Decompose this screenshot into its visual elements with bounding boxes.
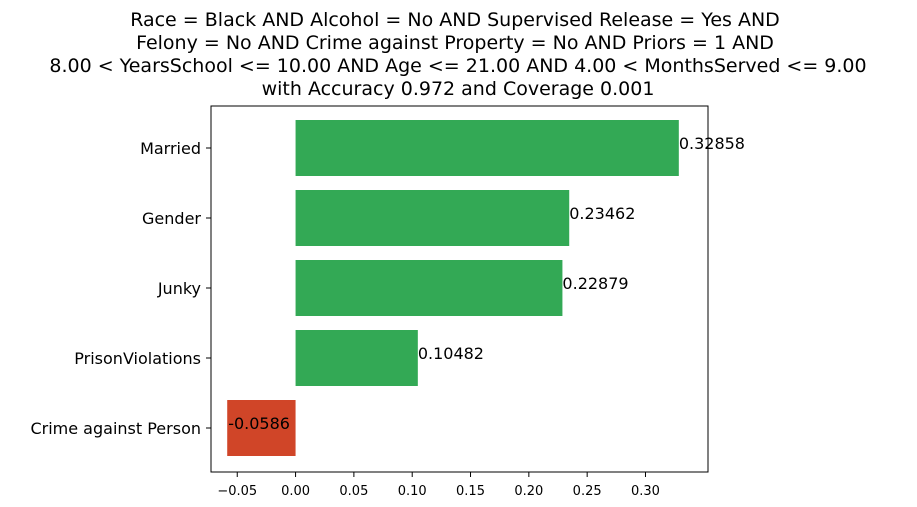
- bar-2: [295, 260, 563, 316]
- category-label-4: Crime against Person: [30, 419, 201, 438]
- xtick-label-6: 0.25: [573, 484, 602, 499]
- bar-4: [227, 400, 296, 456]
- category-label-0: Married: [140, 139, 201, 158]
- chart-title-line-2: Felony = No AND Crime against Property =…: [136, 32, 774, 54]
- xtick-label-0: −0.05: [217, 484, 257, 499]
- chart-title-line-3: 8.00 < YearsSchool <= 10.00 AND Age <= 2…: [49, 55, 866, 77]
- xtick-label-3: 0.10: [398, 484, 427, 499]
- xtick-label-1: 0.00: [281, 484, 310, 499]
- xtick-label-4: 0.15: [456, 484, 485, 499]
- xtick-label-2: 0.05: [339, 484, 368, 499]
- chart-title-line-4: with Accuracy 0.972 and Coverage 0.001: [262, 78, 655, 100]
- value-label-0: 0.32858: [679, 134, 745, 153]
- value-label-4: -0.0586: [228, 414, 290, 433]
- category-label-1: Gender: [142, 209, 201, 228]
- xtick-label-5: 0.20: [514, 484, 543, 499]
- bar-1: [295, 190, 570, 246]
- value-label-1: 0.23462: [569, 204, 635, 223]
- chart-title: Race = Black AND Alcohol = No AND Superv…: [49, 9, 866, 100]
- value-label-2: 0.22879: [562, 274, 628, 293]
- axes-frame: [210, 105, 709, 473]
- category-label-3: PrisonViolations: [74, 349, 201, 368]
- value-label-3: 0.10482: [418, 344, 484, 363]
- chart-title-line-1: Race = Black AND Alcohol = No AND Superv…: [130, 9, 780, 31]
- bar-3: [295, 330, 418, 386]
- bar-0: [295, 120, 679, 176]
- xtick-label-7: 0.30: [631, 484, 660, 499]
- plot-area: Married 0.32858 Gender 0.23462 Junky 0.22879 P…: [30, 120, 745, 499]
- category-label-2: Junky: [157, 279, 201, 298]
